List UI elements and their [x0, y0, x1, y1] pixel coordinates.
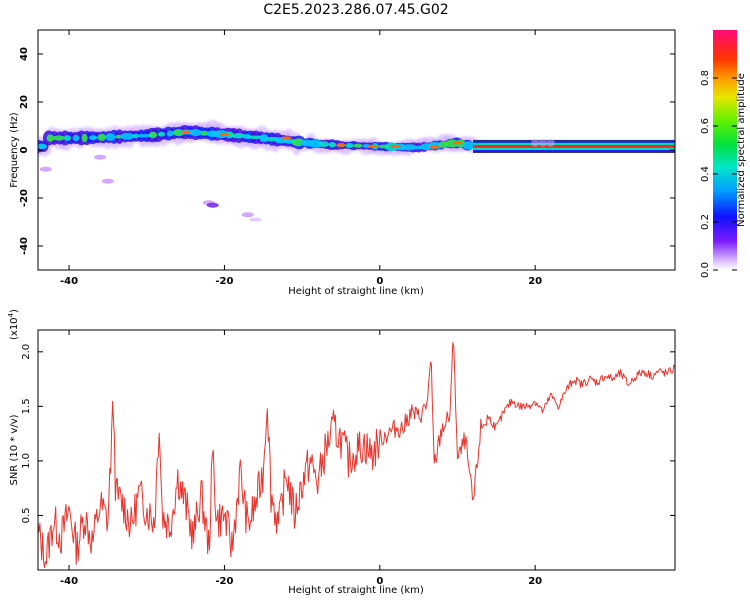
spectrogram-core-blob [72, 134, 80, 142]
spectrogram-sideband [101, 178, 114, 184]
spectrogram-xtick-label: 20 [528, 276, 542, 287]
spectrogram-core-blob [148, 131, 158, 139]
spectrogram-core-blob [231, 133, 246, 139]
spectrogram-hotspot [180, 130, 191, 134]
spectrogram-ytick-label: 20 [19, 95, 30, 109]
spectrogram-core-blob [225, 131, 234, 139]
spectrogram-core-blob [119, 132, 135, 140]
snr-ytick-label: 1.5 [21, 398, 32, 414]
spectrogram-xtick-label: -40 [60, 276, 78, 287]
spectrogram-xtick-label: 0 [376, 276, 383, 287]
colorbar-tick-label: 0.2 [700, 214, 711, 230]
spectrogram-sideband [241, 212, 254, 218]
spectrogram-sideband [249, 217, 262, 222]
colorbar-ticks: 0.0 0.2 0.4 0.6 0.8 [700, 70, 737, 278]
spectrogram-line-core [473, 144, 675, 148]
spectrogram-core-blob [46, 134, 55, 142]
spectrogram-halo-blob [531, 138, 540, 147]
spectrogram-xtick-label: -20 [215, 276, 233, 287]
colorbar: 0.0 0.2 0.4 0.6 0.8 Normalized spectral ampl… [700, 30, 747, 278]
snr-ylabel: SNR (10 * v/v) [9, 414, 20, 485]
spectrogram-hotspot [219, 132, 230, 136]
snr-series-line [38, 342, 675, 569]
snr-frame [37, 329, 676, 571]
spectrogram-ytick-label: 40 [19, 47, 30, 61]
spectrogram-core-blob [157, 131, 166, 137]
snr-ytick-label: 2.0 [21, 344, 32, 360]
snr-panel: -40 -20 0 20 0.5 1.0 1.5 2.0 Height of straight… [7, 309, 676, 596]
spectrogram-core-blob [328, 141, 337, 148]
spectrogram-core-blob [53, 135, 65, 141]
spectrogram-halo-blob [546, 138, 555, 147]
snr-xtick-label: 0 [376, 576, 383, 587]
snr-ytick-label: 1.0 [21, 453, 32, 469]
spectrogram-core-blob [308, 139, 323, 148]
spectrogram-heatmap [38, 119, 675, 222]
spectrogram-core-blob [105, 133, 116, 141]
spectrogram-core-blob [318, 141, 330, 148]
spectrogram-ytick-label: -40 [19, 237, 30, 255]
spectrogram-core-blob [81, 133, 88, 143]
snr-ticks: -40 -20 0 20 0.5 1.0 1.5 2.0 [21, 330, 675, 587]
spectrogram-hotspot [335, 143, 346, 147]
spectrogram-ytick-label: -20 [19, 189, 30, 207]
spectrogram-hotspot [281, 136, 292, 140]
spectrogram-core-blob [462, 141, 476, 150]
spectrogram-core-blob [345, 142, 354, 148]
spectrogram-hotspot [429, 145, 440, 149]
spectrogram-core-blob [401, 144, 417, 151]
spectrogram-ticks: -40 -20 0 20 -40 -20 0 20 40 [19, 30, 675, 287]
spectrogram-ytick-label: 0 [19, 146, 30, 153]
spectrogram-hotspot [452, 141, 463, 145]
spectrogram-core-blob [64, 135, 71, 141]
colorbar-label: Normalized spectral amplitude [736, 73, 747, 227]
snr-multiplier-exp: 4 [7, 312, 15, 317]
snr-multiplier-base: (x10 [9, 317, 20, 340]
snr-xtick-label: -20 [215, 576, 233, 587]
spectrogram-core-blob [166, 130, 174, 137]
figure-title: C2E5.2023.286.07.45.G02 [263, 2, 448, 18]
snr-xlabel: Height of straight line (km) [288, 585, 424, 596]
colorbar-tick-label: 0.6 [700, 118, 711, 134]
spectrogram-panel: -40 -20 0 20 -40 -20 0 20 40 Height of straight … [9, 29, 676, 297]
colorbar-tick-label: 0.8 [700, 70, 711, 86]
spectrogram-core-blob [200, 130, 208, 136]
spectrogram-core-blob [247, 135, 264, 140]
colorbar-tick-label: 0.4 [700, 166, 711, 182]
spectrogram-core-blob [38, 143, 47, 150]
spectrogram-core-blob [97, 133, 106, 141]
snr-plot-area [38, 342, 675, 569]
snr-multiplier: (x104) [7, 309, 20, 340]
spectrogram-sideband [94, 154, 107, 160]
spectrogram-core-blob [353, 143, 363, 148]
snr-xtick-label: -40 [60, 576, 78, 587]
colorbar-gradient [713, 30, 737, 270]
spectrogram-core-blob [88, 135, 98, 141]
spectrogram-ylabel: Frequency (Hz) [9, 112, 20, 188]
snr-xtick-label: 20 [528, 576, 542, 587]
spectrogram-halo-blob [538, 138, 547, 147]
spectrogram-hotspot [367, 144, 378, 148]
spectrogram-sideband [39, 166, 52, 172]
snr-ytick-label: 0.5 [21, 508, 32, 524]
colorbar-tick-label: 0.0 [700, 262, 711, 278]
spectrogram-core-blob [189, 129, 203, 137]
spectrogram-sideband [206, 202, 219, 208]
spectrogram-hotspot [390, 144, 401, 148]
spectrogram-core-blob [136, 133, 153, 138]
spectrogram-xlabel: Height of straight line (km) [288, 286, 424, 297]
